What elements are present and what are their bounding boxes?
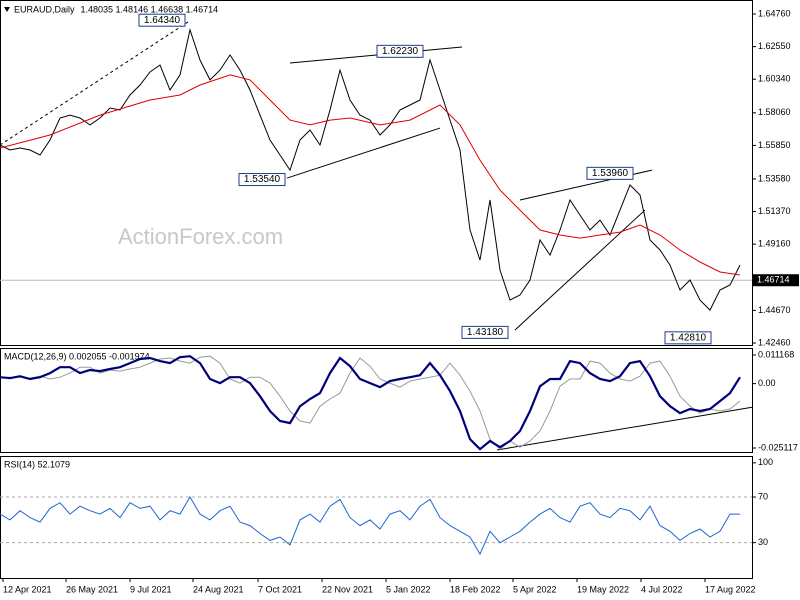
annotation-label: 1.62230 — [382, 46, 419, 57]
trendline — [286, 127, 441, 179]
x-tick-label: 5 Apr 2022 — [513, 584, 557, 594]
annotation-label: 1.42810 — [670, 332, 707, 343]
trendline — [514, 209, 646, 331]
y-tick-label: 30 — [758, 537, 768, 547]
series-line — [0, 74, 741, 276]
annotation-label: 1.64340 — [144, 15, 181, 26]
trendline — [496, 406, 753, 451]
y-tick-label: 1.53580 — [758, 173, 791, 183]
panel-title: RSI(14) 52.1079 — [4, 459, 70, 469]
series-line — [0, 28, 741, 311]
annotation-box — [376, 44, 424, 58]
trendline — [289, 46, 463, 64]
y-tick-label: 1.60340 — [758, 74, 791, 84]
x-tick-label: 5 Jan 2022 — [386, 584, 431, 594]
x-tick-label: 26 May 2021 — [66, 584, 118, 594]
last-price-label: 1.46714 — [757, 275, 790, 285]
y-tick-label: 1.62550 — [758, 41, 791, 51]
annotation-label: 1.53540 — [244, 174, 281, 185]
watermark: ActionForex.com — [118, 224, 283, 249]
chart-title: EURAUD,Daily — [14, 4, 75, 14]
x-tick-label: 22 Nov 2021 — [322, 584, 373, 594]
y-tick-label: 0.00 — [758, 378, 776, 388]
series-line — [0, 355, 741, 451]
y-tick-label: 1.51370 — [758, 206, 791, 216]
x-tick-label: 18 Feb 2022 — [450, 584, 501, 594]
y-tick-label: 1.42460 — [758, 337, 791, 347]
annotation-box — [664, 331, 712, 345]
y-tick-label: 70 — [758, 491, 768, 501]
menu-arrow — [4, 7, 10, 12]
panel-title: MACD(12,26,9) 0.002055 -0.001974 — [4, 351, 150, 361]
x-tick-label: 9 Jul 2021 — [130, 584, 172, 594]
y-tick-label: 1.58060 — [758, 107, 791, 117]
annotation-label: 1.53960 — [592, 168, 629, 179]
annotation-box — [138, 13, 186, 27]
x-tick-label: 17 Aug 2022 — [705, 584, 756, 594]
y-tick-label: 1.55850 — [758, 140, 791, 150]
trendline — [0, 21, 189, 146]
annotation-box — [238, 173, 286, 187]
y-tick-label: -0.025117 — [758, 442, 798, 452]
y-tick-label: 0.011168 — [758, 349, 794, 359]
annotation-box — [586, 166, 634, 180]
x-tick-label: 19 May 2022 — [577, 584, 629, 594]
x-tick-label: 24 Aug 2021 — [193, 584, 244, 594]
annotation-label: 1.43180 — [467, 327, 504, 338]
y-tick-label: 1.49160 — [758, 239, 791, 249]
series-line — [0, 496, 740, 556]
last-price-box — [753, 274, 799, 287]
panel-frame — [0, 0, 753, 346]
x-tick-label: 12 Apr 2021 — [3, 584, 52, 594]
y-tick-label: 100 — [758, 457, 773, 467]
panel-frame — [0, 348, 753, 453]
x-tick-label: 7 Oct 2021 — [258, 584, 302, 594]
panel-frame — [0, 456, 753, 579]
y-tick-label: 1.64760 — [758, 8, 791, 18]
x-tick-label: 4 Jul 2022 — [641, 584, 683, 594]
chart-subtitle: 1.48035 1.48146 1.46638 1.46714 — [81, 4, 219, 14]
annotation-box — [461, 325, 509, 339]
y-tick-label: 1.44670 — [758, 305, 791, 315]
